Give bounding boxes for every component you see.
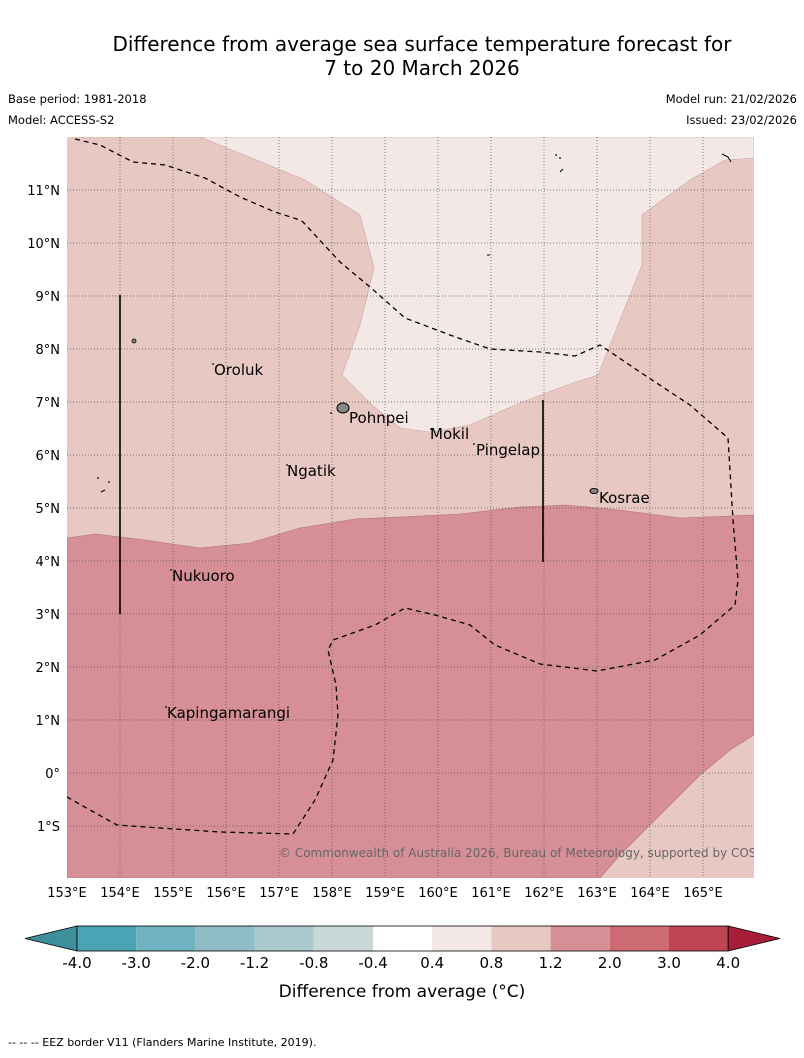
- colorbar-segment: [432, 926, 492, 951]
- lat-tick-label: 5°N: [36, 502, 61, 517]
- colorbar-labels: -4.0 -3.0 -2.0 -1.2 -0.8 -0.4 0.4 0.8 1.2 2.0 3.0 4…: [62, 954, 740, 972]
- pohnpei-island: [336, 402, 350, 414]
- colorbar: [24, 925, 781, 952]
- lat-tick-label: 9°N: [36, 290, 61, 305]
- colorbar-segment: [254, 926, 314, 951]
- anomaly-band-1.2-2.0: [67, 504, 754, 878]
- lat-tick-label: 8°N: [36, 343, 61, 358]
- colorbar-segment: [373, 926, 433, 951]
- colorbar-tick-label: -0.8: [299, 954, 328, 972]
- place-label-nukuoro: Nukuoro: [172, 567, 235, 585]
- colorbar-tick-label: 1.2: [539, 954, 563, 972]
- footer-note: -- -- -- EEZ border V11 (Flanders Marine…: [8, 1036, 317, 1049]
- lat-tick-label: 3°N: [36, 608, 61, 623]
- latitude-labels: 11°N 10°N 9°N 8°N 7°N 6°N 5°N 4°N 3°N 2°N 1°N 0° 1°S: [27, 184, 60, 835]
- colorbar-segment: [550, 926, 610, 951]
- colorbar-tick-label: 2.0: [598, 954, 622, 972]
- colorbar-tick-label: 0.4: [420, 954, 444, 972]
- colorbar-tick-label: -2.0: [181, 954, 210, 972]
- base-period: Base period: 1981-2018: [8, 92, 147, 106]
- lon-tick-label: 158°E: [312, 886, 352, 901]
- colorbar-tick-label: -0.4: [358, 954, 387, 972]
- small-island: [131, 338, 137, 344]
- colorbar-segment: [669, 926, 729, 951]
- issued-date: Issued: 23/02/2026: [686, 113, 797, 127]
- map-figure: Oroluk Pohnpei Mokil Pingelap Ngatik Kos…: [24, 137, 784, 1002]
- lon-tick-label: 159°E: [365, 886, 405, 901]
- colorbar-tick-label: -3.0: [122, 954, 151, 972]
- place-label-ngatik: Ngatik: [287, 462, 336, 480]
- colorbar-segment: [491, 926, 551, 951]
- lon-tick-label: 153°E: [47, 886, 87, 901]
- lon-tick-label: 157°E: [259, 886, 299, 901]
- title-line-2: 7 to 20 March 2026: [324, 56, 520, 80]
- colorbar-extend-high: [727, 925, 781, 952]
- lat-tick-label: 7°N: [36, 396, 61, 411]
- colorbar-extend-low: [24, 925, 78, 952]
- lon-tick-label: 165°E: [683, 886, 723, 901]
- lon-tick-label: 164°E: [630, 886, 670, 901]
- copyright-text: © Commonwealth of Australia 2026, Bureau…: [279, 846, 784, 860]
- anomaly-band-0.4-0.8: [75, 137, 754, 433]
- lat-tick-label: 11°N: [27, 184, 60, 199]
- lat-tick-label: 6°N: [36, 449, 61, 464]
- gridlines: [67, 137, 754, 878]
- lat-tick-label: 10°N: [27, 237, 60, 252]
- lat-tick-label: 4°N: [36, 555, 61, 570]
- lat-tick-label: 0°: [45, 767, 60, 782]
- map-area: Oroluk Pohnpei Mokil Pingelap Ngatik Kos…: [67, 137, 784, 878]
- model-run: Model run: 21/02/2026: [665, 92, 797, 106]
- eez-border-north: [67, 138, 739, 835]
- kosrae-island: [589, 488, 599, 494]
- lon-tick-label: 154°E: [100, 886, 140, 901]
- colorbar-segment: [77, 926, 137, 951]
- eez-borders: [67, 138, 739, 835]
- place-label-kapingamarangi: Kapingamarangi: [167, 704, 290, 722]
- lon-tick-label: 161°E: [471, 886, 511, 901]
- lon-tick-label: 163°E: [577, 886, 617, 901]
- place-label-pingelap: Pingelap: [476, 441, 540, 459]
- colorbar-segment: [313, 926, 373, 951]
- place-label-mokil: Mokil: [430, 425, 469, 443]
- place-label-kosrae: Kosrae: [599, 489, 650, 507]
- place-labels: Oroluk Pohnpei Mokil Pingelap Ngatik Kos…: [167, 361, 650, 722]
- lon-tick-label: 160°E: [418, 886, 458, 901]
- title-line-1: Difference from average sea surface temp…: [112, 32, 732, 56]
- colorbar-tick-label: -1.2: [240, 954, 269, 972]
- lat-tick-label: 1°S: [37, 820, 60, 835]
- longitude-labels: 153°E 154°E 155°E 156°E 157°E 158°E 159°E 160°E…: [47, 886, 723, 901]
- colorbar-segment: [195, 926, 255, 951]
- colorbar-tick-label: -4.0: [62, 954, 91, 972]
- lon-tick-label: 155°E: [153, 886, 193, 901]
- lat-tick-label: 1°N: [36, 714, 61, 729]
- place-label-pohnpei: Pohnpei: [349, 409, 409, 427]
- colorbar-tick-label: 0.8: [479, 954, 503, 972]
- chart-title: Difference from average sea surface temp…: [0, 32, 804, 80]
- lon-tick-label: 162°E: [524, 886, 564, 901]
- islands: [97, 153, 732, 708]
- place-label-oroluk: Oroluk: [214, 361, 263, 379]
- colorbar-segment: [136, 926, 196, 951]
- colorbar-tick-label: 3.0: [657, 954, 681, 972]
- colorbar-tick-label: 4.0: [716, 954, 740, 972]
- model-name: Model: ACCESS-S2: [8, 113, 115, 127]
- lon-tick-label: 156°E: [206, 886, 246, 901]
- lat-tick-label: 2°N: [36, 661, 61, 676]
- colorbar-title: Difference from average (°C): [279, 982, 526, 1002]
- colorbar-segment: [609, 926, 669, 951]
